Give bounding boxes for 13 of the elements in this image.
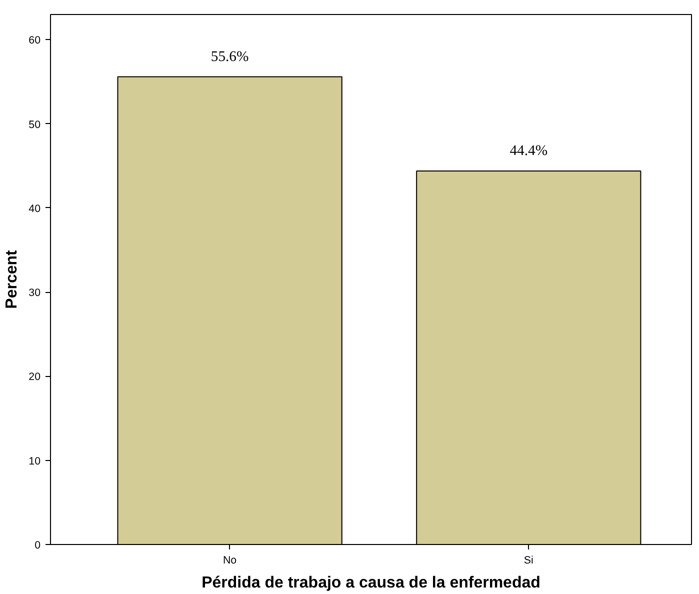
data-label: 55.6%: [210, 48, 249, 65]
y-tick-label: 10: [28, 455, 41, 468]
x-tick-label: No: [222, 554, 237, 566]
y-axis-title: Percent: [4, 249, 21, 309]
x-tick-label: Si: [524, 554, 534, 566]
y-tick-label: 30: [28, 287, 41, 300]
y-tick-label: 0: [34, 540, 41, 552]
y-tick-label: 40: [28, 202, 41, 215]
y-tick-label: 50: [28, 118, 41, 131]
y-tick-label: 20: [28, 371, 41, 384]
y-tick-label: 60: [28, 34, 41, 47]
x-axis-title: Pérdida de trabajo a causa de la enfermedad: [202, 574, 540, 592]
data-label: 44.4%: [510, 142, 548, 159]
